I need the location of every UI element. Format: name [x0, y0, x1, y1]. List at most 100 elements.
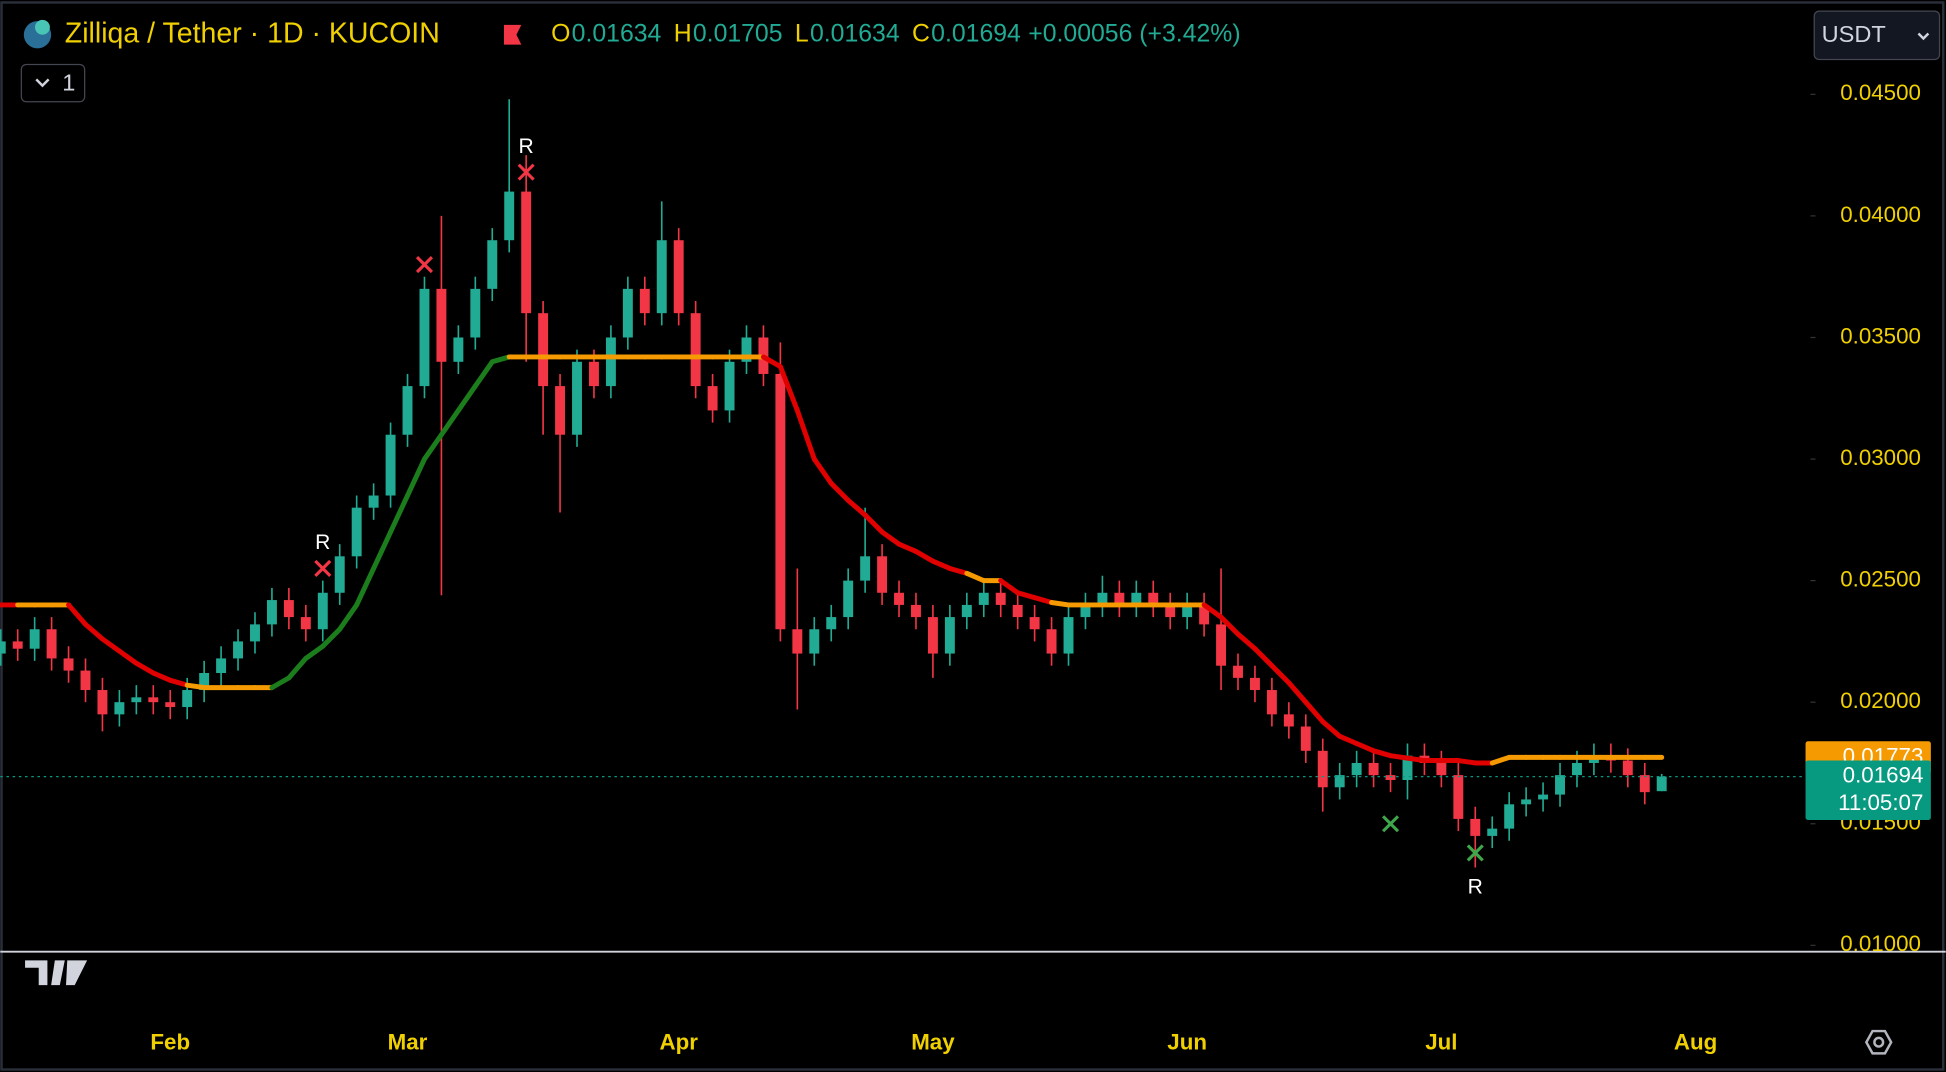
legend-value: 0.01634 — [810, 20, 900, 47]
candle-body — [165, 702, 176, 708]
candle-body — [1029, 617, 1040, 630]
trail-segment — [1303, 699, 1326, 725]
candle-body — [1266, 690, 1277, 715]
candle-body — [1216, 624, 1227, 666]
candle-body — [673, 240, 684, 314]
candle-body — [792, 629, 803, 654]
pane-toggle[interactable]: 1 — [20, 63, 86, 103]
candle-body — [1504, 804, 1515, 829]
trail-segment — [438, 407, 461, 438]
candle-body — [877, 556, 888, 593]
trail-segment — [1455, 758, 1478, 766]
candle-body — [1063, 617, 1074, 654]
signal-label: R — [1468, 875, 1483, 898]
candle-body — [1317, 750, 1328, 788]
candle-body — [1538, 794, 1549, 800]
trail-segment — [1015, 590, 1038, 601]
flag-icon[interactable] — [504, 24, 522, 45]
candle-body — [1368, 762, 1379, 776]
trail-segment — [320, 626, 343, 649]
trail-segment — [116, 648, 139, 666]
signal-cross — [1381, 815, 1400, 833]
candle-body — [436, 288, 447, 362]
y-tick-label: 0.02500 — [1840, 567, 1921, 592]
trail-segment — [862, 512, 885, 535]
candle-body — [1097, 592, 1108, 605]
trail-segment — [1235, 631, 1258, 652]
trail-segment — [1320, 719, 1343, 739]
signal-cross — [1466, 844, 1484, 862]
candle-body — [46, 629, 57, 659]
candle-body — [148, 697, 159, 703]
trail-segment — [421, 432, 444, 462]
price-tag-box — [1805, 760, 1931, 821]
trail-segment — [794, 407, 817, 462]
legend-key: L — [795, 20, 809, 47]
candle-body — [182, 690, 193, 708]
legend-key: C — [912, 20, 930, 47]
trail-segment — [1489, 754, 1512, 766]
trail-segment — [845, 497, 868, 518]
trail-segment — [99, 636, 122, 654]
y-tick-label: 0.04000 — [1840, 202, 1921, 227]
trail-segment — [777, 364, 800, 413]
trail-segment — [83, 621, 105, 642]
currency-select[interactable]: USDT — [1813, 10, 1941, 61]
candle-body — [1453, 775, 1464, 819]
settings-icon[interactable] — [1864, 1029, 1893, 1055]
candle-body — [1555, 775, 1565, 795]
candle-body — [995, 592, 1006, 605]
signal-cross — [517, 163, 535, 181]
candle-body — [233, 641, 243, 659]
trail-segment — [489, 354, 512, 365]
symbol-icon — [23, 19, 52, 49]
y-tick-label: 0.03500 — [1840, 323, 1921, 348]
candle-body — [605, 337, 616, 387]
candle-body — [29, 629, 40, 649]
candle-body — [1402, 755, 1413, 780]
candle-body — [707, 386, 718, 411]
candle-body — [1436, 762, 1447, 776]
candle-body — [741, 337, 752, 362]
candle-body — [944, 617, 955, 654]
trail-segment — [1032, 595, 1055, 605]
candle-body — [860, 556, 871, 581]
trail-segment — [1371, 748, 1394, 759]
trail-segment — [388, 493, 411, 535]
candle-body — [555, 386, 566, 435]
trail-segment — [1049, 600, 1071, 608]
candle-body — [470, 288, 481, 338]
legend-value: 0.01634 — [572, 20, 662, 47]
trail-segment — [1218, 614, 1241, 637]
candle-body — [283, 600, 294, 618]
candle-body — [1182, 604, 1193, 618]
candle-body — [1487, 828, 1498, 836]
candle-body — [809, 629, 820, 654]
candle-body — [978, 592, 989, 605]
candle-body — [300, 617, 311, 630]
candle-body — [0, 641, 6, 654]
candle-body — [1334, 775, 1345, 788]
candle-body — [1521, 799, 1532, 805]
trail-segment — [269, 675, 292, 691]
candle-body — [317, 592, 328, 630]
candle-body — [911, 604, 921, 618]
y-tick-label: 0.01000 — [1840, 931, 1921, 956]
trail-segment — [150, 670, 173, 683]
candle-body — [1046, 629, 1057, 654]
trail-segment — [913, 548, 936, 564]
candle-body — [1622, 760, 1633, 776]
candle-body — [199, 673, 210, 691]
candle-body — [775, 373, 786, 630]
candle-body — [724, 361, 735, 411]
candle-body — [131, 697, 142, 703]
candle-body — [216, 658, 227, 674]
trail-segment — [455, 383, 478, 413]
candle-body — [1351, 762, 1362, 776]
candle-body — [538, 313, 549, 387]
tv-logo — [25, 960, 88, 986]
trail-segment — [896, 541, 919, 554]
candle-body — [385, 434, 396, 496]
candle-body — [961, 604, 972, 618]
